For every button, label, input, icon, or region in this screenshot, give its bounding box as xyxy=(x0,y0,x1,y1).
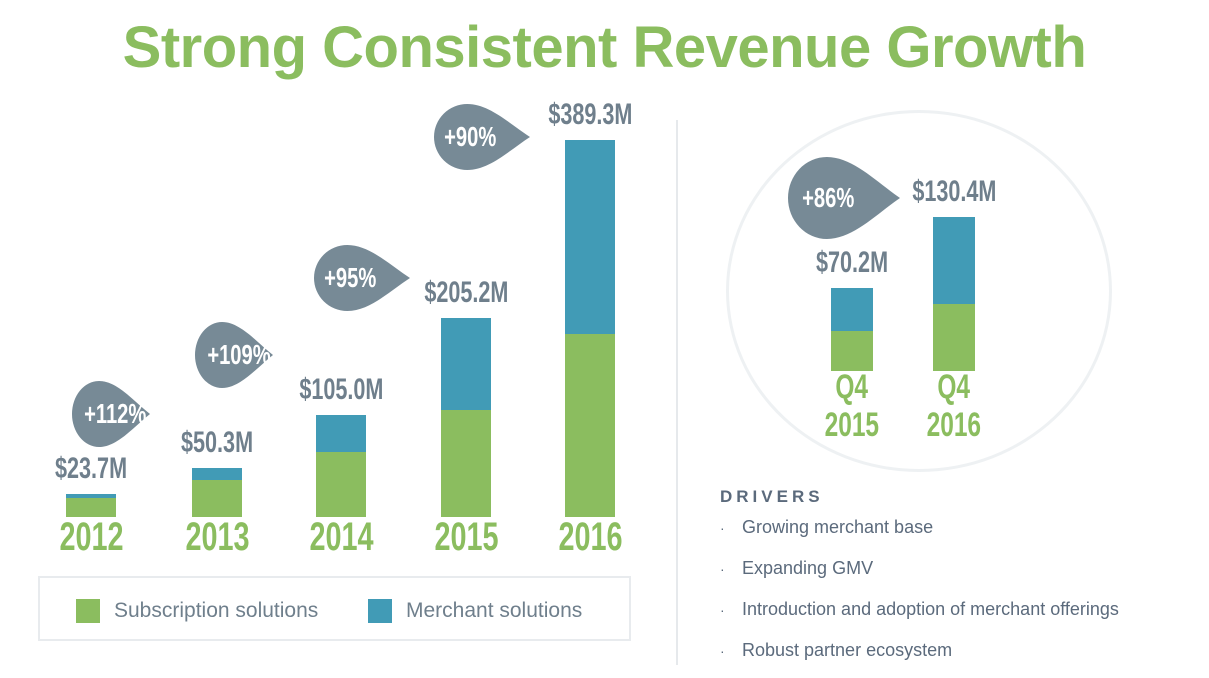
total-value: $105.0M xyxy=(298,373,384,407)
legend-swatch-merchant xyxy=(368,599,392,623)
growth-drop: +109% xyxy=(195,322,273,388)
category-value: 2016 xyxy=(557,515,623,559)
category-label: 2015 xyxy=(386,515,546,560)
total-label: $105.0M xyxy=(261,373,421,407)
total-value: $23.7M xyxy=(54,452,128,486)
growth-label: +86% xyxy=(788,157,869,239)
growth-label: +109% xyxy=(195,322,270,388)
q4-highlight-circle xyxy=(726,110,1112,472)
driver-item: · Introduction and adoption of merchant o… xyxy=(720,599,1119,620)
legend-label: Subscription solutions xyxy=(114,599,319,622)
growth-drop: +112% xyxy=(72,381,150,447)
growth-value: +112% xyxy=(84,398,147,429)
teardrop-shape xyxy=(788,157,900,239)
total-value: $70.2M xyxy=(815,246,889,280)
total-value: $389.3M xyxy=(547,98,633,132)
bar-subscription-2016 xyxy=(565,334,615,517)
bar-subscription-2014 xyxy=(316,452,366,517)
bar-subscription-2015 xyxy=(441,409,491,517)
driver-text: Robust partner ecosystem xyxy=(742,640,953,660)
growth-label: +90% xyxy=(434,104,503,170)
category-value: Q4 xyxy=(937,368,971,406)
legend-label: Merchant solutions xyxy=(406,599,583,622)
bar-merchant-2016 xyxy=(565,140,615,335)
bar-subscription-Q4-2016 xyxy=(933,304,975,371)
bar-merchant-Q4-2016 xyxy=(933,217,975,305)
category-value: 2015 xyxy=(824,406,880,444)
chart-legend: Subscription solutions Merchant solution… xyxy=(38,576,631,641)
growth-value: +109% xyxy=(207,339,271,370)
driver-text: Growing merchant base xyxy=(742,517,934,537)
category-label: Q4 xyxy=(772,368,932,407)
bar-merchant-2015 xyxy=(441,318,491,410)
bar-merchant-2013 xyxy=(192,468,242,480)
growth-label: +112% xyxy=(72,381,146,447)
growth-value: +90% xyxy=(444,121,497,152)
total-label: $130.4M xyxy=(874,175,1034,209)
growth-value: +86% xyxy=(802,182,855,213)
bar-merchant-2014 xyxy=(316,415,366,453)
category-value: Q4 xyxy=(835,368,869,406)
driver-text: Expanding GMV xyxy=(742,558,874,578)
bar-subscription-2013 xyxy=(192,480,242,517)
category-value: 2013 xyxy=(184,515,250,559)
teardrop-shape xyxy=(195,322,273,388)
growth-value: +95% xyxy=(324,262,377,293)
total-value: $205.2M xyxy=(423,276,509,310)
category-label: 2014 xyxy=(261,515,421,560)
category-label: 2016 xyxy=(510,515,670,560)
teardrop-shape xyxy=(314,245,410,311)
legend-item-subscription: Subscription solutions xyxy=(76,599,318,623)
category-value: 2016 xyxy=(926,406,982,444)
driver-item: · Expanding GMV xyxy=(720,558,873,579)
category-label: 2015 xyxy=(772,406,932,445)
bullet: · xyxy=(720,561,725,577)
category-label: 2016 xyxy=(874,406,1034,445)
slide-title: Strong Consistent Revenue Growth xyxy=(122,15,1087,80)
category-label: Q4 xyxy=(874,368,1034,407)
category-value: 2014 xyxy=(308,515,374,559)
bar-merchant-Q4-2015 xyxy=(831,288,873,331)
growth-drop: +86% xyxy=(788,157,900,239)
teardrop-shape xyxy=(434,104,530,170)
drivers-heading: DRIVERS xyxy=(720,487,824,506)
divider xyxy=(676,120,678,665)
total-value: $50.3M xyxy=(180,426,254,460)
total-label: $70.2M xyxy=(772,246,932,280)
legend-swatch-subscription xyxy=(76,599,100,623)
total-label: $205.2M xyxy=(386,276,546,310)
legend-item-merchant: Merchant solutions xyxy=(368,599,582,623)
teardrop-shape xyxy=(72,381,150,447)
category-value: 2015 xyxy=(433,515,499,559)
growth-label: +95% xyxy=(314,245,383,311)
driver-item: · Growing merchant base xyxy=(720,517,933,538)
bar-merchant-2012 xyxy=(66,494,116,499)
bullet: · xyxy=(720,520,725,536)
driver-item: · Robust partner ecosystem xyxy=(720,640,952,661)
bullet: · xyxy=(720,602,725,618)
total-value: $130.4M xyxy=(911,175,997,209)
bullet: · xyxy=(720,643,725,659)
bar-subscription-2012 xyxy=(66,498,116,517)
total-label: $50.3M xyxy=(137,426,297,460)
total-label: $23.7M xyxy=(11,452,171,486)
growth-drop: +95% xyxy=(314,245,410,311)
category-label: 2013 xyxy=(137,515,297,560)
driver-text: Introduction and adoption of merchant of… xyxy=(742,599,1119,619)
bar-subscription-Q4-2015 xyxy=(831,330,873,371)
category-value: 2012 xyxy=(58,515,124,559)
growth-drop: +90% xyxy=(434,104,530,170)
total-label: $389.3M xyxy=(510,98,670,132)
category-label: 2012 xyxy=(11,515,171,560)
